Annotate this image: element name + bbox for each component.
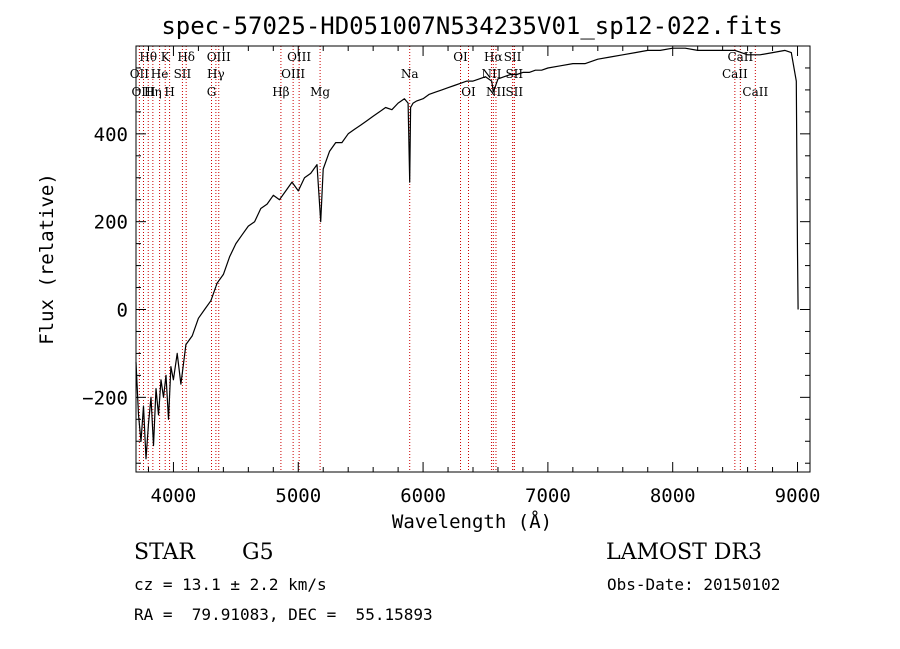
spectral-line-label: NII bbox=[486, 85, 506, 99]
spectral-line-label: OIII bbox=[207, 50, 231, 64]
spectrum-line bbox=[135, 47, 799, 460]
y-tick-label: 200 bbox=[94, 212, 128, 234]
spectral-line-label: G bbox=[207, 85, 217, 99]
spectral-line-label: CaII bbox=[722, 67, 748, 81]
y-tick-label: 0 bbox=[117, 300, 128, 322]
chart-title: spec-57025-HD051007N534235V01_sp12-022.f… bbox=[161, 12, 782, 40]
plot-series bbox=[135, 47, 799, 460]
spectral-line-markers bbox=[138, 46, 756, 472]
spectral-line-label: OI bbox=[453, 50, 468, 64]
x-tick-label: 9000 bbox=[775, 485, 821, 507]
coordinates-text: RA = 79.91083, DEC = 55.15893 bbox=[134, 605, 433, 624]
spectral-line-label: OII bbox=[130, 67, 150, 81]
spectral-line-label: Na bbox=[401, 67, 419, 81]
x-axis: 4000 5000 6000 7000 8000 9000 bbox=[147, 46, 821, 507]
spectral-line-label: SII bbox=[505, 85, 523, 99]
spectral-line-label: Hα bbox=[484, 50, 503, 64]
x-tick-label: 6000 bbox=[400, 485, 446, 507]
spectral-line-label: OIII bbox=[281, 67, 305, 81]
spectral-line-label: He bbox=[151, 67, 169, 81]
y-axis-label: Flux (relative) bbox=[36, 173, 58, 345]
spectral-line-label: Hδ bbox=[177, 50, 195, 64]
y-tick-label: −200 bbox=[82, 387, 128, 409]
spectral-line-label: SII bbox=[174, 67, 192, 81]
spectral-line-label: CaII bbox=[727, 50, 753, 64]
spectral-line-label: K bbox=[161, 50, 171, 64]
spectral-line-label: Hθ bbox=[139, 50, 157, 64]
spectral-line-label: Hβ bbox=[272, 85, 289, 99]
spectral-line-label: OIII bbox=[131, 85, 155, 99]
object-subclass: G5 bbox=[242, 540, 274, 565]
x-tick-label: 4000 bbox=[151, 485, 197, 507]
spectral-line-label: H bbox=[164, 85, 174, 99]
spectral-line-label: Hη bbox=[144, 85, 162, 99]
spectral-line-label: SII bbox=[504, 50, 522, 64]
spectral-line-label: Mg bbox=[310, 85, 330, 99]
survey-label: LAMOST DR3 bbox=[606, 540, 762, 565]
spectral-line-label: CaII bbox=[742, 85, 768, 99]
y-axis: −200 0 200 400 bbox=[82, 45, 810, 464]
spectral-line-label: OIII bbox=[287, 50, 311, 64]
obs-date-text: Obs-Date: 20150102 bbox=[607, 575, 781, 594]
spectral-line-label: OI bbox=[461, 85, 476, 99]
x-axis-label: Wavelength (Å) bbox=[392, 510, 552, 533]
redshift-text: cz = 13.1 ± 2.2 km/s bbox=[134, 575, 327, 594]
x-tick-label: 7000 bbox=[525, 485, 571, 507]
x-tick-label: 5000 bbox=[275, 485, 321, 507]
spectral-line-label: Hγ bbox=[207, 67, 225, 81]
y-tick-label: 400 bbox=[94, 124, 128, 146]
x-tick-label: 8000 bbox=[650, 485, 696, 507]
object-class: STAR bbox=[134, 540, 195, 565]
plot-frame bbox=[135, 45, 811, 473]
